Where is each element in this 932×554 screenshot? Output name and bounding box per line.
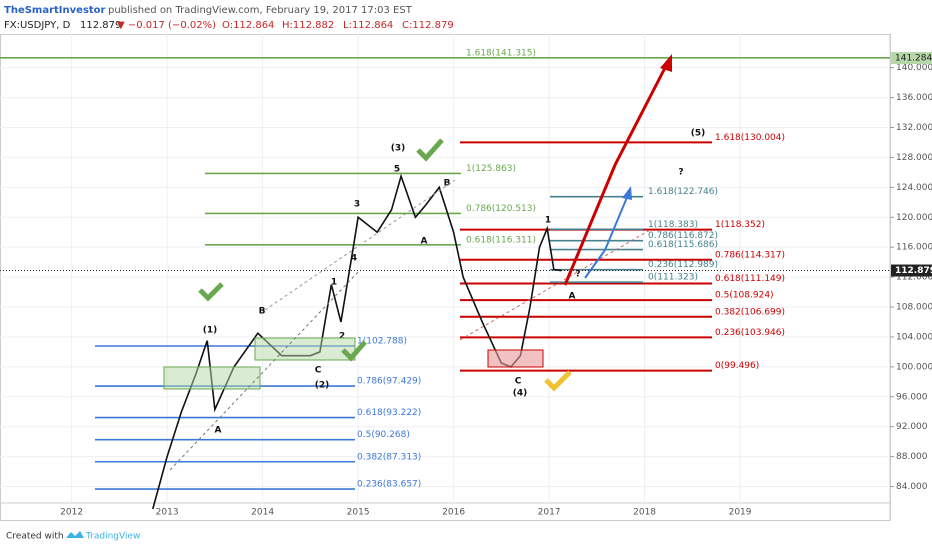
- author[interactable]: TheSmartInvestor: [4, 5, 106, 16]
- blue-arrow: [584, 194, 629, 279]
- fib-label: 0.236(103.946): [715, 328, 785, 338]
- wave-label: 3: [354, 200, 360, 210]
- x-tick-label: 2013: [156, 508, 179, 518]
- trend-line: [459, 229, 651, 341]
- zone-box: [487, 349, 544, 368]
- fib-label: 0.382(87.313): [357, 452, 421, 462]
- fib-label: 0.5(90.268): [357, 430, 410, 440]
- fib-label: 0.786(97.429): [357, 377, 421, 387]
- fib-label: 0.5(108.924): [715, 291, 774, 301]
- price-tag: [891, 52, 932, 65]
- wave-label: C: [515, 377, 522, 387]
- wave-label: 1: [545, 216, 551, 226]
- x-tick-label: 2012: [60, 508, 83, 518]
- wave-label: (4): [513, 389, 528, 399]
- fib-label: 0.618(93.222): [357, 408, 421, 418]
- x-tick-label: 2017: [538, 508, 561, 518]
- fib-label: 1(125.863): [466, 164, 516, 174]
- y-tick-label: 120.000: [896, 213, 932, 223]
- fib-label: 0(99.496): [715, 361, 759, 371]
- red-arrow: [563, 61, 670, 286]
- wave-label: A: [421, 237, 428, 247]
- fib-label: 1(102.788): [357, 337, 407, 347]
- fib-label: 1.618(130.004): [715, 133, 785, 143]
- wave-label: (3): [391, 144, 406, 154]
- wave-label: A: [569, 292, 576, 302]
- fib-label: 0.618(111.149): [715, 274, 785, 284]
- x-tick-label: 2014: [251, 508, 274, 518]
- y-tick-label: 92.000: [896, 422, 928, 432]
- wave-label: A: [215, 426, 222, 436]
- low: L:112.864: [343, 20, 393, 31]
- close: C:112.879: [402, 20, 454, 31]
- check-mark: [198, 282, 224, 302]
- y-tick-label: 84.000: [896, 482, 928, 492]
- zone-box: [163, 366, 261, 390]
- fib-label: 0.618(115.686): [648, 240, 718, 250]
- zone-box: [254, 337, 356, 361]
- wave-label: 2: [339, 332, 345, 342]
- wave-label: ?: [678, 168, 683, 178]
- arrow-head: [622, 186, 632, 200]
- fib-label: 0.786(120.513): [466, 204, 536, 214]
- fib-label: 0.618(116.311): [466, 235, 536, 245]
- fib-label: 1.618(122.746): [648, 187, 718, 197]
- fib-label: 1.618(141.315): [466, 48, 536, 58]
- y-tick-label: 104.000: [896, 332, 932, 342]
- price-tag-label: 141.284: [895, 54, 932, 64]
- wave-label: ?: [575, 270, 580, 280]
- y-tick-label: 108.000: [896, 303, 932, 313]
- fib-label: 0.382(106.699): [715, 307, 785, 317]
- fib-label: 0.786(114.317): [715, 250, 785, 260]
- y-tick-label: 132.000: [896, 123, 932, 133]
- wave-label: (2): [315, 381, 330, 391]
- logo: [66, 531, 84, 538]
- published: published on TradingView.com, February 1…: [108, 5, 413, 16]
- change: ▼ −0.017 (−0.02%): [117, 20, 216, 31]
- fib-label: 0.236(83.657): [357, 480, 421, 490]
- wave-label: 5: [394, 165, 400, 175]
- check-mark: [341, 340, 367, 362]
- brand[interactable]: TradingView: [85, 532, 140, 542]
- arrow-head: [660, 54, 672, 72]
- x-tick-label: 2019: [729, 508, 752, 518]
- wave-label: B: [259, 307, 266, 317]
- trend-line: [264, 179, 456, 311]
- footer: Created with: [6, 532, 64, 542]
- y-tick-label: 128.000: [896, 153, 932, 163]
- wave-label: B: [444, 179, 451, 189]
- fib-label: 1(118.352): [715, 220, 765, 230]
- wave-label: 1: [331, 278, 337, 288]
- y-tick-label: 124.000: [896, 183, 932, 193]
- y-tick-label: 140.000: [896, 63, 932, 73]
- symbol: FX:USDJPY, D: [4, 20, 71, 31]
- x-tick-label: 2015: [347, 508, 370, 518]
- high: H:112.882: [282, 20, 334, 31]
- wave-label: C: [315, 366, 322, 376]
- y-tick-label: 112.000: [896, 273, 932, 283]
- wave-label: (5): [691, 129, 706, 139]
- open: O:112.864: [222, 20, 274, 31]
- x-tick-label: 2018: [633, 508, 656, 518]
- trend-line: [169, 269, 361, 471]
- wave-label: 4: [351, 254, 357, 264]
- fib-label: 0(111.323): [648, 273, 698, 283]
- check-mark: [416, 138, 444, 162]
- y-tick-label: 136.000: [896, 93, 932, 103]
- wave-label: (1): [203, 326, 218, 336]
- price: 112.879: [80, 20, 121, 31]
- y-tick-label: 88.000: [896, 452, 928, 462]
- price-tag-label: 112.879: [895, 266, 932, 276]
- price-tag: [891, 264, 932, 277]
- y-tick-label: 96.000: [896, 392, 928, 402]
- check-mark: [544, 370, 572, 392]
- y-tick-label: 116.000: [896, 243, 932, 253]
- fib-label: 1(118.383): [648, 220, 698, 230]
- x-tick-label: 2016: [442, 508, 465, 518]
- fib-label: 0.786(116.872): [648, 231, 718, 241]
- y-tick-label: 100.000: [896, 362, 932, 372]
- fib-label: 0.236(112.989): [648, 260, 718, 270]
